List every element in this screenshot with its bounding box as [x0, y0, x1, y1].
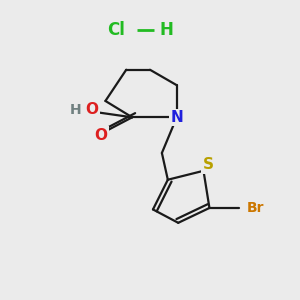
Text: H: H: [159, 21, 173, 39]
Text: Br: Br: [247, 201, 264, 215]
Text: Cl: Cl: [107, 21, 125, 39]
Text: O: O: [94, 128, 107, 142]
Text: H: H: [70, 103, 82, 117]
Text: N: N: [170, 110, 183, 125]
Text: O: O: [85, 102, 98, 117]
Text: S: S: [202, 158, 214, 172]
